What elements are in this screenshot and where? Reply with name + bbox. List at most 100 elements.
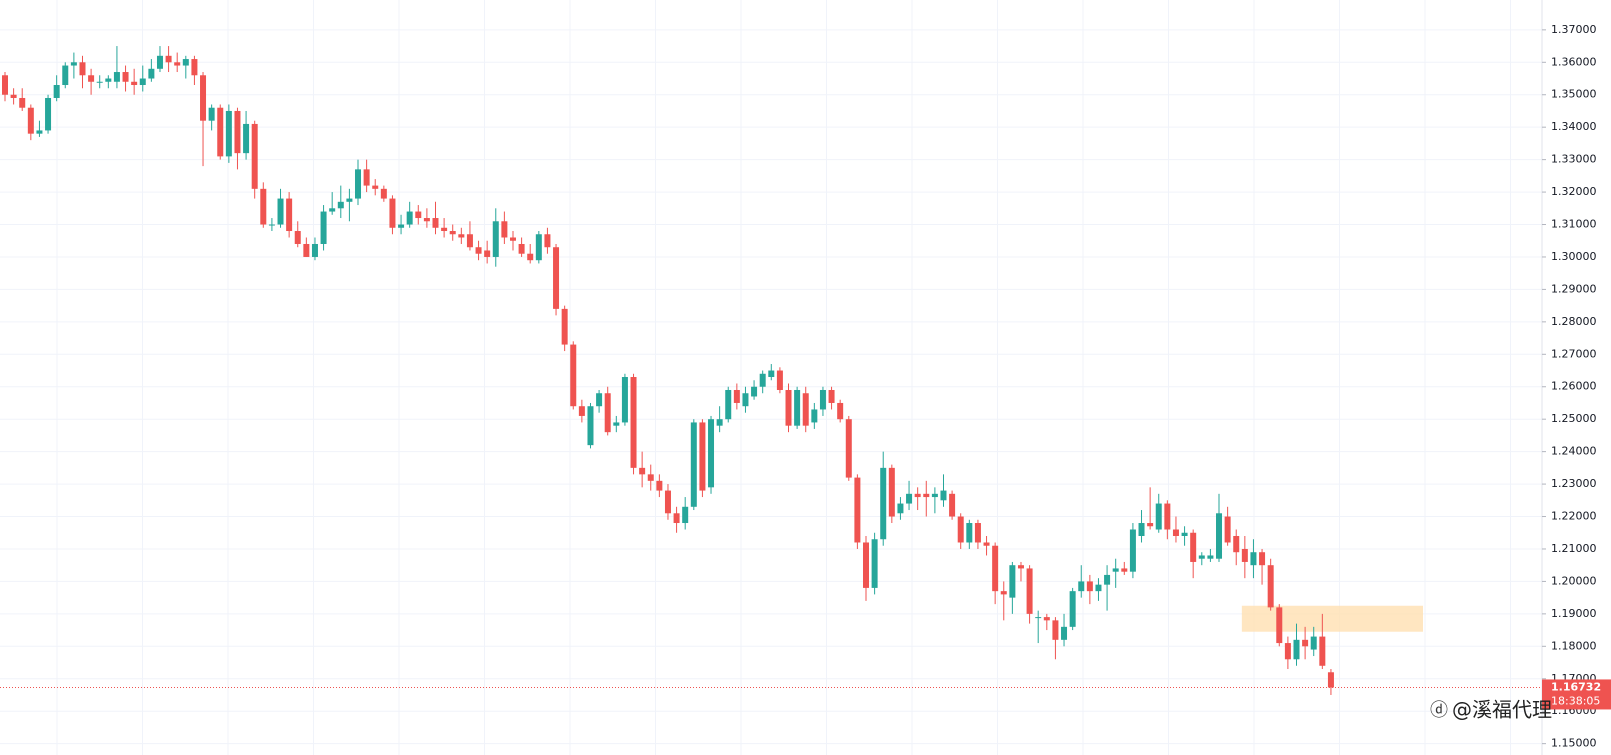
candle-body <box>355 169 362 199</box>
candle-body <box>1061 626 1068 640</box>
candle-body <box>36 130 43 134</box>
candle-body <box>1043 617 1050 621</box>
candle-body <box>854 477 861 543</box>
candle-body <box>673 513 680 524</box>
candle-body <box>27 107 34 134</box>
candle-body <box>1250 552 1257 566</box>
candle-body <box>122 72 129 82</box>
y-tick-label: 1.20000 <box>1551 574 1597 587</box>
candle-body <box>200 75 207 121</box>
candle-body <box>613 422 620 426</box>
candle-body <box>725 389 732 420</box>
candle-body <box>1293 639 1300 660</box>
candle-body <box>535 234 542 261</box>
candle-body <box>1172 529 1179 536</box>
candle-body <box>957 516 964 543</box>
price-axis-labels: 1.150001.160001.170001.180001.190001.200… <box>1542 23 1611 750</box>
plot-area <box>0 46 1542 695</box>
candle-body <box>2 75 8 95</box>
candle-body <box>664 490 671 514</box>
candle-body <box>1052 620 1059 640</box>
y-tick-label: 1.35000 <box>1551 88 1597 101</box>
candle-body <box>759 373 766 387</box>
watermark: @溪福代理 <box>1452 698 1552 722</box>
candle-body <box>897 503 904 514</box>
candle-body <box>423 218 430 222</box>
candle-body <box>1259 552 1266 566</box>
candle-body <box>1078 581 1085 592</box>
candle-body <box>776 370 783 390</box>
candle-body <box>802 393 809 426</box>
candle-body <box>1267 565 1274 608</box>
candle-body <box>1181 532 1188 536</box>
candle-body <box>1207 555 1214 559</box>
candle-body <box>234 110 241 154</box>
candle-body <box>475 247 482 254</box>
candle-body <box>1190 532 1197 562</box>
candle-body <box>949 493 956 517</box>
candle-body <box>243 123 250 154</box>
candle-body <box>639 467 646 475</box>
y-tick-label: 1.25000 <box>1551 412 1597 425</box>
candle-body <box>1241 548 1248 562</box>
candle-body <box>1121 568 1128 572</box>
candle-body <box>819 389 826 410</box>
candle-body <box>768 370 775 378</box>
y-tick-label: 1.24000 <box>1551 445 1597 458</box>
candle-body <box>372 185 379 189</box>
candle-body <box>96 81 103 83</box>
y-tick-label: 1.36000 <box>1551 55 1597 68</box>
candle-body <box>983 542 990 546</box>
candle-body <box>432 218 439 228</box>
candle-body <box>458 234 465 238</box>
candle-body <box>329 208 336 212</box>
candle-body <box>45 97 52 131</box>
candle-body <box>389 198 396 228</box>
candle-body <box>217 107 224 157</box>
candle-body <box>1284 643 1291 660</box>
candle-body <box>268 224 275 226</box>
candle-body <box>906 493 913 504</box>
candle-body <box>1035 617 1042 619</box>
y-tick-label: 1.37000 <box>1551 23 1597 36</box>
candle-body <box>647 474 654 481</box>
candle-body <box>974 523 981 543</box>
candle-body <box>1000 591 1007 595</box>
y-tick-label: 1.29000 <box>1551 282 1597 295</box>
candle-body <box>1026 568 1033 614</box>
candle-body <box>406 211 413 225</box>
candle-body <box>604 393 611 433</box>
candle-body <box>587 406 594 446</box>
candle-body <box>682 506 689 524</box>
candle-body <box>578 406 585 416</box>
countdown: 18:38:05 <box>1551 694 1600 707</box>
candle-body <box>449 231 456 235</box>
y-tick-label: 1.27000 <box>1551 347 1597 360</box>
candle-body <box>570 344 577 407</box>
candle-body <box>441 227 448 232</box>
candle-body <box>311 243 318 257</box>
candle-body <box>1112 568 1119 572</box>
candle-body <box>828 389 835 403</box>
candle-body <box>621 377 628 423</box>
y-tick-label: 1.19000 <box>1551 607 1597 620</box>
candle-body <box>699 422 706 491</box>
candle-body <box>1327 672 1334 688</box>
candle-body <box>1276 607 1283 644</box>
candle-body <box>62 65 69 86</box>
candle-body <box>656 480 663 491</box>
y-tick-label: 1.31000 <box>1551 218 1597 231</box>
candle-body <box>19 97 26 108</box>
candle-body <box>1069 591 1076 627</box>
candle-body <box>1129 529 1136 572</box>
candle-body <box>923 493 930 498</box>
candle-body <box>492 221 499 257</box>
candle-body <box>346 198 353 202</box>
y-tick-label: 1.26000 <box>1551 380 1597 393</box>
candle-body <box>303 243 310 257</box>
candle-body <box>837 402 844 420</box>
candle-body <box>1104 574 1111 585</box>
candle-body <box>527 253 534 261</box>
